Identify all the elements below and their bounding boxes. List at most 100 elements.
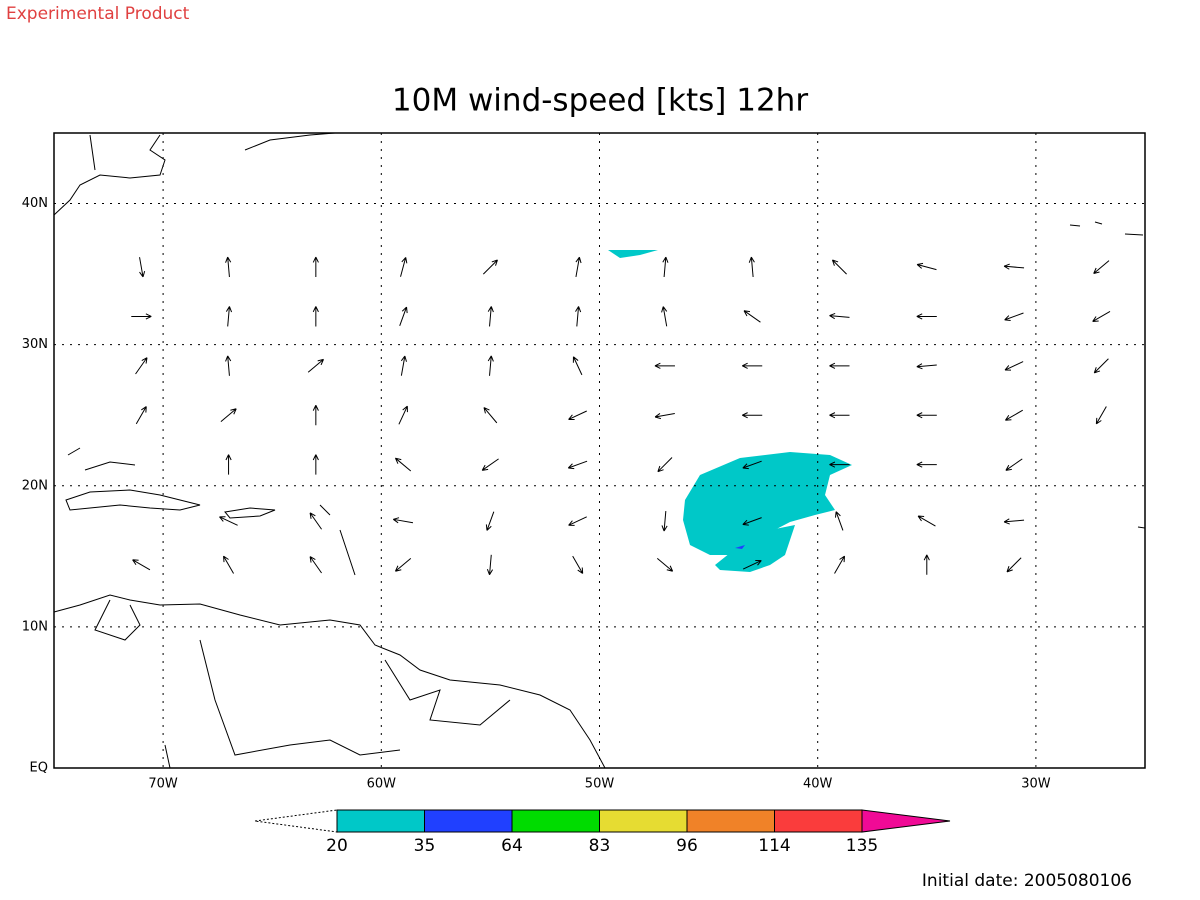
wind-arrow (829, 461, 850, 468)
colorbar-high-end (861, 809, 951, 833)
wind-arrow (1095, 406, 1107, 425)
wind-arrow (487, 355, 494, 376)
colorbar-box (511, 809, 600, 833)
wind-arrow (567, 460, 588, 470)
colorbar-label: 96 (676, 836, 698, 856)
wind-arrow (1093, 260, 1110, 274)
wind-arrow (398, 405, 408, 425)
map-title: 10M wind-speed [kts] 12hr (392, 83, 808, 119)
wind-arrow (742, 362, 763, 369)
colorbar-label: 35 (414, 836, 436, 856)
map-frame (53, 132, 1146, 769)
wind-arrow (916, 262, 937, 271)
wind-arrow (748, 256, 755, 278)
wind-arrow (834, 511, 844, 531)
wind-arrow (661, 511, 668, 532)
colorbar-label: 83 (589, 836, 611, 856)
y-tick-label: 40N (22, 196, 48, 211)
wind-arrow (312, 454, 319, 475)
wind-arrow (742, 559, 762, 570)
wind-arrow (135, 357, 148, 375)
wind-arrow (654, 362, 675, 369)
wind-arrow (482, 259, 498, 275)
wind-arrow (400, 257, 408, 277)
wind-arrow (481, 458, 499, 471)
wind-arrow (916, 461, 937, 468)
x-tick-label: 50W (585, 777, 615, 792)
wind-arrow (486, 554, 494, 576)
wind-arrow (1006, 557, 1022, 573)
wind-arrow (1003, 263, 1025, 270)
wind-arrow (1092, 311, 1111, 322)
wind-arrow (916, 363, 937, 370)
x-tick-label: 40W (803, 777, 833, 792)
wind-arrow (831, 259, 847, 275)
wind-arrow (392, 517, 414, 524)
coastlines (53, 132, 1146, 769)
wind-arrow (829, 312, 850, 320)
wind-shading (608, 250, 852, 572)
wind-arrow (312, 256, 319, 278)
wind-arrow (743, 310, 761, 323)
wind-arrow (834, 555, 846, 574)
wind-arrow (742, 412, 763, 419)
wind-arrow (742, 517, 762, 526)
y-tick-label: EQ (30, 761, 48, 776)
y-tick-label: 20N (22, 478, 48, 493)
wind-arrow (654, 412, 675, 420)
wind-arrow (662, 256, 669, 278)
wind-arrow (225, 256, 232, 278)
wind-arrow (309, 512, 322, 530)
wind-arrow (399, 306, 408, 327)
wind-arrow (225, 306, 233, 327)
wind-arrow (661, 306, 668, 327)
wind-arrow (400, 355, 407, 376)
wind-arrow (483, 407, 498, 424)
colorbar-label: 20 (326, 836, 348, 856)
wind-arrow (923, 554, 930, 575)
wind-arrow (916, 313, 937, 320)
wind-arrow (657, 457, 673, 473)
wind-arrow (1005, 409, 1023, 421)
wind-arrow (485, 511, 495, 531)
wind-arrow (312, 306, 319, 327)
wind-arrow (139, 257, 146, 278)
wind-arrow (395, 557, 412, 572)
wind-arrow (220, 408, 237, 423)
wind-arrow (572, 356, 583, 376)
colorbar-label: 64 (501, 836, 523, 856)
colorbar-box (336, 809, 425, 833)
y-tick-label: 30N (22, 337, 48, 352)
wind-arrow (219, 516, 238, 526)
wind-arrow (135, 406, 147, 425)
footer: Initial date: 2005080106 (922, 871, 1132, 891)
wind-arrow (225, 355, 232, 376)
wind-arrow (487, 306, 494, 327)
wind-arrow (917, 515, 936, 527)
wind-arrow (1004, 361, 1024, 371)
colorbar-box (599, 809, 688, 833)
colorbar-label: 135 (846, 836, 878, 856)
wind-arrow (1004, 312, 1024, 321)
wind-arrow (575, 306, 582, 327)
x-tick-label: 70W (148, 777, 178, 792)
wind-arrow (916, 412, 937, 419)
note: Experimental Product (6, 4, 190, 24)
wind-arrow (131, 313, 152, 320)
colorbar-box (424, 809, 513, 833)
wind-arrow (829, 362, 850, 369)
wind-arrow (829, 412, 850, 419)
wind-arrow (1093, 358, 1109, 374)
wind-arrow (1003, 518, 1025, 525)
colorbar-box (774, 809, 863, 833)
wind-arrow (225, 454, 232, 475)
wind-arrow (1005, 458, 1023, 471)
colorbar-label: 114 (758, 836, 790, 856)
wind-arrow (568, 410, 587, 421)
wind-arrow (309, 556, 322, 574)
colorbar-low-end (254, 809, 338, 833)
wind-arrow (312, 405, 319, 426)
y-tick-label: 10N (22, 619, 48, 634)
wind-arrow (572, 555, 584, 574)
